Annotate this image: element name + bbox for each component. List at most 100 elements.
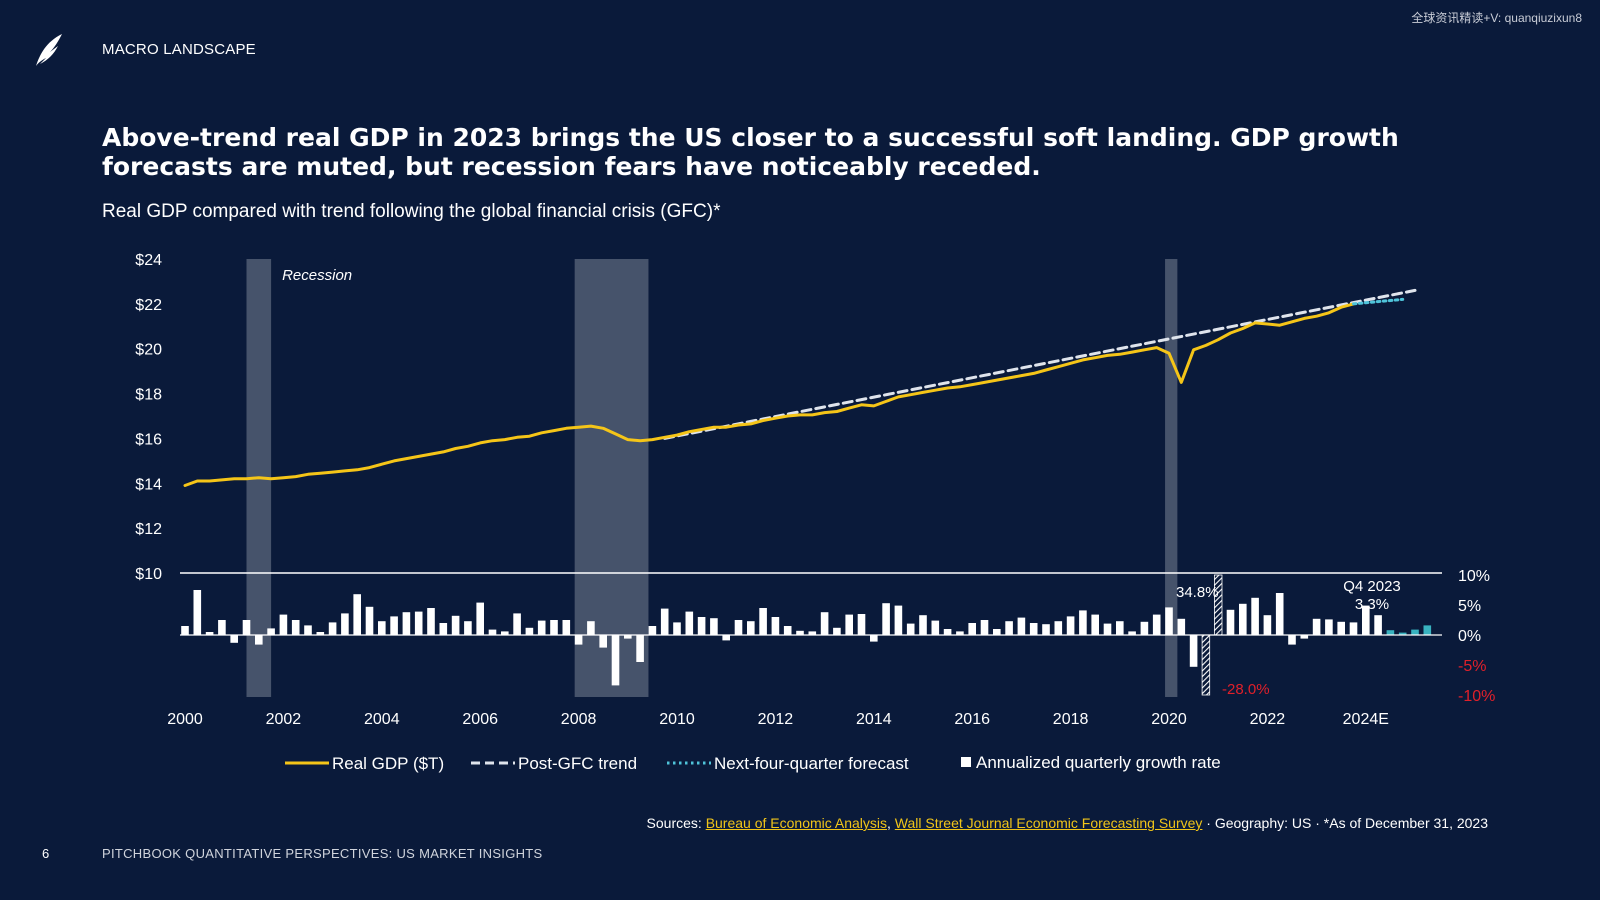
- growth-bar: [525, 627, 534, 635]
- growth-bar: [365, 606, 374, 635]
- growth-bar: [685, 611, 694, 635]
- growth-bar: [353, 594, 361, 635]
- growth-bar: [562, 620, 571, 635]
- y-left-tick-label: $24: [135, 252, 162, 269]
- growth-bar: [673, 622, 681, 635]
- growth-bar: [574, 635, 583, 645]
- x-tick-label: 2014: [856, 711, 892, 728]
- source-link-bea[interactable]: Bureau of Economic Analysis: [705, 815, 888, 831]
- growth-bar: [919, 615, 927, 635]
- growth-bar: [451, 615, 460, 635]
- growth-bar: [537, 620, 546, 635]
- legend-label: Annualized quarterly growth rate: [976, 753, 1221, 772]
- sources-separator: ,: [887, 815, 895, 831]
- sources-suffix: · Geography: US · *As of December 31, 20…: [1202, 815, 1488, 831]
- growth-bar: [1325, 619, 1333, 635]
- growth-bar: [660, 608, 669, 635]
- growth-bar: [181, 626, 189, 635]
- chart-legend: Real GDP ($T) Post-GFC trend Next-four-qua…: [285, 753, 1221, 773]
- growth-bar: [1362, 605, 1370, 635]
- growth-bar: [1079, 610, 1087, 635]
- growth-bar: [599, 635, 607, 648]
- growth-bar: [291, 620, 300, 635]
- growth-bar: [611, 635, 620, 686]
- x-tick-label: 2018: [1053, 711, 1089, 728]
- legend-swatch-bars: [961, 757, 971, 767]
- growth-bar: [1239, 603, 1247, 635]
- growth-bar: [1029, 623, 1038, 635]
- growth-bar: [906, 623, 915, 635]
- page-number: 6: [42, 846, 50, 861]
- growth-bar: [316, 632, 325, 635]
- growth-bar: [1349, 622, 1358, 635]
- x-tick-label: 2010: [659, 711, 695, 728]
- recession-band: [574, 259, 649, 697]
- growth-bar: [820, 612, 829, 635]
- watermark-text: 全球资讯精读+V: quanqiuzixun8: [1411, 11, 1582, 25]
- source-link-wsj[interactable]: Wall Street Journal Economic Forecasting…: [894, 815, 1203, 831]
- growth-bar: [734, 620, 743, 635]
- y-left-tick-label: $22: [135, 297, 162, 314]
- growth-bar: [402, 612, 411, 635]
- growth-bar: [1177, 618, 1186, 635]
- growth-bar: [993, 629, 1001, 635]
- growth-bar: [1312, 618, 1321, 635]
- x-tick-label: 2004: [364, 711, 400, 728]
- sources-line: Sources: Bureau of Economic Analysis, Wa…: [647, 815, 1488, 831]
- y-left-tick-label: $18: [135, 387, 162, 404]
- x-tick-label: 2016: [954, 711, 990, 728]
- axes-group: $24 $22 $20 $18 $16 $14 $12 $10 10% 5% 0% -5% -10% 20…: [135, 252, 1495, 728]
- growth-bar: [1116, 621, 1124, 635]
- growth-bar: [255, 635, 263, 645]
- forecast-growth-bar: [1423, 625, 1432, 635]
- y-left-tick-label: $10: [135, 566, 162, 583]
- growth-bar: [1263, 615, 1272, 635]
- growth-bar: [624, 635, 632, 639]
- growth-bar: [1042, 624, 1050, 635]
- growth-bar: [587, 621, 595, 635]
- growth-bar: [1300, 635, 1309, 639]
- series-line-dashed: [663, 288, 1417, 440]
- growth-bar: [230, 635, 238, 643]
- y-right-tick-label: 10%: [1458, 568, 1490, 585]
- y-left-tick-label: $16: [135, 431, 162, 448]
- growth-bar: [870, 635, 878, 642]
- forecast-growth-bar: [1411, 629, 1419, 635]
- growth-bar: [943, 629, 952, 635]
- slide-headline: Above-trend real GDP in 2023 brings the …: [102, 123, 1399, 181]
- growth-bar: [956, 631, 964, 635]
- forecast-growth-bar: [1386, 630, 1395, 635]
- x-tick-label: 2000: [167, 711, 203, 728]
- growth-bar: [304, 625, 312, 635]
- annotation-covid-rebound: 34.8%: [1176, 584, 1219, 601]
- legend-label: Real GDP ($T): [332, 754, 444, 773]
- growth-bar: [1152, 614, 1161, 635]
- growth-bar: [464, 621, 472, 635]
- growth-bar: [205, 632, 214, 635]
- growth-bar: [722, 635, 730, 641]
- forecast-growth-bar: [1398, 632, 1407, 635]
- growth-bars-group: [181, 574, 1432, 696]
- growth-bar: [1201, 634, 1211, 696]
- x-tick-label: 2002: [266, 711, 302, 728]
- growth-bar: [697, 617, 706, 635]
- growth-bar: [1275, 593, 1284, 635]
- y-right-tick-label: -10%: [1458, 688, 1495, 705]
- growth-bar: [193, 590, 202, 635]
- growth-bar: [218, 620, 226, 635]
- growth-bar: [1374, 615, 1382, 635]
- growth-bar: [1005, 621, 1013, 635]
- growth-bar: [882, 603, 890, 635]
- growth-bar: [1017, 617, 1026, 635]
- growth-bar: [1091, 614, 1099, 635]
- x-tick-label: 2020: [1151, 711, 1187, 728]
- growth-bar: [341, 613, 349, 635]
- growth-bar: [513, 613, 521, 635]
- pitchbook-logo-icon: [36, 34, 62, 66]
- x-tick-label: 2012: [758, 711, 794, 728]
- gdp-chart: $24 $22 $20 $18 $16 $14 $12 $10 10% 5% 0% -5% -10% 20…: [135, 252, 1495, 773]
- annotation-latest-value: 3.3%: [1355, 596, 1389, 613]
- growth-bar: [1054, 621, 1063, 635]
- growth-bar: [1066, 616, 1075, 635]
